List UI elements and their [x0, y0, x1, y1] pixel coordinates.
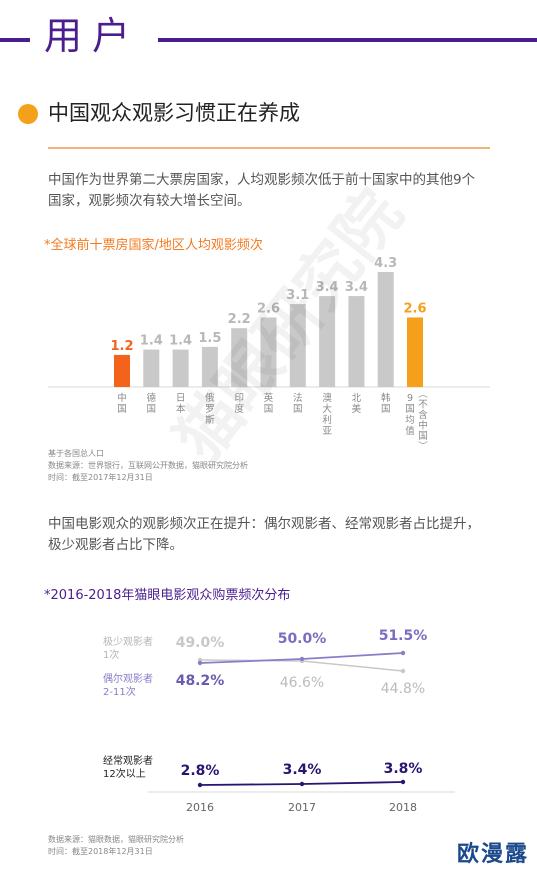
- category-label: 北美: [352, 393, 362, 415]
- bar-value-label: 3.4: [345, 280, 368, 295]
- series-point: [197, 660, 203, 666]
- section-rule: [48, 147, 490, 149]
- legend-occasional-line1: 偶尔观影者: [103, 672, 153, 685]
- bar-value-label: 1.4: [169, 334, 192, 349]
- category-label: 9 国均值: [405, 393, 415, 437]
- brand-logo: 欧漫露: [456, 842, 529, 867]
- bar-value-label: 1.2: [110, 339, 133, 354]
- bar-value-label: 4.3: [374, 256, 397, 271]
- bar: [348, 296, 365, 387]
- category-label: 英国: [264, 392, 274, 415]
- header-rule-right: [158, 38, 537, 42]
- bar-value-label: 1.4: [140, 334, 163, 349]
- category-label: 德国: [147, 392, 157, 415]
- value-label-frequent: 2.8%: [181, 763, 220, 779]
- bar: [143, 349, 160, 387]
- value-label-occasional: 44.8%: [381, 681, 425, 697]
- series-point: [197, 782, 203, 788]
- category-label: 中国: [117, 392, 127, 415]
- chart1-note: 数据来源：世界银行，互联网公开数据，猫眼研究院分析: [48, 461, 248, 470]
- value-label-frequent: 3.8%: [384, 761, 423, 777]
- bar: [172, 349, 189, 387]
- x-tick-label: 2018: [389, 801, 417, 814]
- category-label: 韩国: [381, 392, 391, 415]
- bar: [114, 354, 130, 387]
- section-dot-icon: [18, 104, 38, 124]
- bar: [260, 317, 277, 387]
- chart1-note: 基于各国总人口: [48, 449, 104, 458]
- legend-occasional-line2: 2-11次: [103, 685, 136, 698]
- bar-value-label: 3.1: [286, 288, 309, 303]
- page-title: 用户: [44, 14, 141, 58]
- x-tick-label: 2017: [288, 801, 316, 814]
- value-label-rare: 50.0%: [278, 631, 327, 647]
- country-frequency-chart: 1.2 中国 1.4 德国 1.4 日本 1.5 俄罗斯 2.2 印度 2.6 英国 3.1 法国 3.4 澳…: [48, 256, 490, 453]
- value-label-rare: 49.0%: [176, 635, 225, 651]
- series-point: [400, 650, 406, 656]
- legend-rare-line1: 极少观影者: [103, 635, 153, 648]
- value-label-frequent: 3.4%: [283, 762, 322, 778]
- bar: [407, 317, 423, 387]
- category-label: 印度: [234, 392, 244, 415]
- bar-value-label: 2.6: [257, 301, 280, 316]
- category-label: 俄罗斯: [205, 392, 215, 426]
- header-rule-left: [0, 38, 30, 42]
- chart2-title: *2016-2018年猫眼电影观众购票频次分布: [44, 588, 291, 603]
- legend-frequent-line1: 经常观影者: [103, 754, 153, 767]
- value-label-rare: 51.5%: [379, 628, 428, 644]
- intro-paragraph: 中国作为世界第二大票房国家，人均观影频次低于前十国家中的其他9个国家，观影频次有…: [48, 172, 476, 209]
- series-point: [400, 779, 406, 785]
- x-tick-label: 2016: [186, 801, 214, 814]
- category-label: 日本: [176, 393, 186, 415]
- bar-value-label: 1.5: [198, 331, 221, 346]
- section-title: 中国观众观影习惯正在养成: [48, 101, 300, 125]
- chart1-notes: 基于各国总人口 数据来源：世界银行，互联网公开数据，猫眼研究院分析 时间：截至2…: [48, 448, 248, 484]
- value-label-occasional: 48.2%: [176, 673, 225, 689]
- bar: [201, 346, 218, 387]
- legend-frequent-line2: 12次以上: [103, 767, 146, 780]
- chart2-note: 时间：截至2018年12月31日: [48, 847, 153, 856]
- category-label: 法国: [293, 392, 303, 415]
- bar: [231, 328, 248, 387]
- series-point: [299, 781, 305, 787]
- series-point: [400, 668, 406, 674]
- category-label-note: ︵不含中国︶: [418, 389, 428, 453]
- chart1-note: 时间：截至2017年12月31日: [48, 473, 153, 482]
- value-label-occasional: 46.6%: [280, 675, 324, 691]
- chart2-note: 数据来源：猫眼数据，猫眼研究院分析: [48, 835, 184, 844]
- chart1-title: *全球前十票房国家/地区人均观影频次: [44, 238, 263, 253]
- legend-rare-line2: 1次: [103, 648, 119, 661]
- chart2-notes: 数据来源：猫眼数据，猫眼研究院分析 时间：截至2018年12月31日: [48, 834, 184, 858]
- bar: [289, 304, 306, 387]
- trend-paragraph: 中国电影观众的观影频次正在提升：偶尔观影者、经常观影者占比提升，极少观影者占比下…: [48, 516, 480, 553]
- bar-value-label: 2.6: [403, 301, 426, 316]
- category-label: 澳大利亚: [322, 392, 332, 437]
- bar-value-label: 2.2: [228, 312, 251, 327]
- bar: [377, 272, 394, 387]
- series-point: [299, 656, 305, 662]
- bar-value-label: 3.4: [316, 280, 339, 295]
- bar: [319, 296, 336, 387]
